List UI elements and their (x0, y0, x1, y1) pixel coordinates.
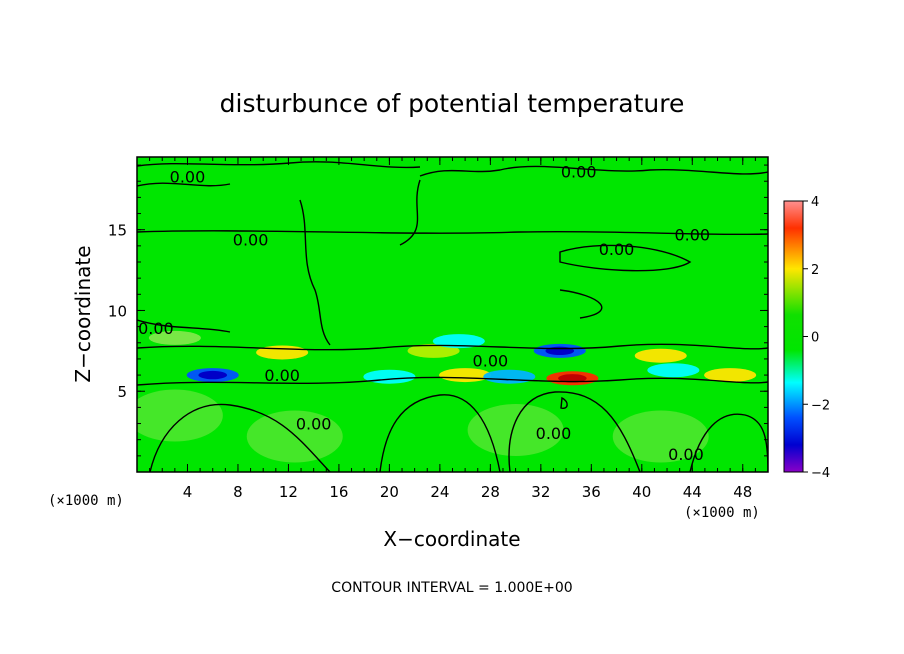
field-feature (407, 343, 460, 358)
field-feature (612, 410, 709, 463)
field-feature (432, 334, 485, 349)
field-feature-core (198, 370, 228, 380)
x-tick-label: 24 (430, 483, 449, 501)
contour-label: 0.00 (138, 319, 174, 338)
field-feature (148, 330, 201, 345)
contour-line (689, 413, 768, 472)
field-feature (246, 410, 343, 463)
x-unit-note: (×1000 m) (684, 505, 760, 521)
x-tick-label: 48 (733, 483, 752, 501)
colorbar-tick-label: 0 (811, 331, 819, 346)
x-tick-label: 16 (329, 483, 348, 501)
colorbar-tick-label: −2 (811, 398, 830, 413)
contour-line (379, 394, 501, 472)
field-feature (363, 369, 416, 384)
contour-line (149, 403, 331, 472)
y-unit-note: (×1000 m) (48, 493, 124, 509)
x-tick-label: 8 (233, 483, 243, 501)
x-tick-label: 20 (380, 483, 399, 501)
contour-line (137, 343, 768, 351)
contour-line (560, 396, 568, 410)
field-feature-core (558, 374, 587, 383)
contour-label: 0.00 (264, 366, 300, 385)
contour-label: 0.00 (668, 445, 704, 464)
contour-line (559, 244, 692, 272)
contour-label: 0.00 (170, 167, 206, 186)
contour-line (299, 199, 331, 346)
x-tick-label: 40 (632, 483, 651, 501)
field-feature (634, 348, 687, 363)
x-tick-label: 4 (183, 483, 193, 501)
field-feature (704, 368, 757, 383)
contour-line (137, 230, 768, 236)
y-tick-label: 15 (108, 222, 127, 240)
contour-label: 0.00 (296, 415, 332, 434)
x-tick-label: 44 (683, 483, 702, 501)
contour-line (137, 161, 421, 169)
contour-line (137, 319, 231, 333)
colorbar-gradient (783, 200, 804, 473)
colorbar-ticks: 4 2 0 −2 −4 (803, 195, 830, 481)
contour-label: 0.00 (233, 230, 269, 249)
field-feature (647, 363, 700, 378)
y-axis-ticks: 5 10 15 (108, 164, 768, 457)
x-axis-label: X−coordinate (383, 527, 520, 551)
plot-area: 0.00 0.00 0.00 0.00 0.00 0.00 0.00 0.00 0.00 0.00… (136, 156, 769, 473)
contour-line (559, 289, 603, 319)
contour-label: 0.00 (599, 240, 635, 259)
field-feature (467, 404, 564, 456)
contour-line (137, 376, 768, 386)
x-axis-ticks: 4 8 12 16 20 24 28 32 36 40 44 48 (149, 157, 756, 501)
y-tick-label: 10 (108, 302, 127, 320)
x-tick-label: 32 (531, 483, 550, 501)
contour-lines (137, 161, 768, 472)
chart-title: disturbunce of potential temperature (220, 89, 685, 118)
contour-interval-note: CONTOUR INTERVAL = 1.000E+00 (331, 580, 572, 596)
x-tick-label: 36 (582, 483, 601, 501)
contour-label: 0.00 (473, 352, 509, 371)
colorbar-tick-label: 4 (811, 195, 819, 210)
contour-label: 0.00 (536, 424, 572, 443)
contour-line (399, 179, 421, 246)
contour-line (508, 391, 641, 472)
contour-label: 0.00 (561, 163, 597, 182)
x-tick-label: 12 (279, 483, 298, 501)
x-tick-label: 28 (481, 483, 500, 501)
colorbar: 4 2 0 −2 −4 (783, 195, 830, 481)
colorbar-tick-label: −4 (811, 466, 830, 481)
contour-line (419, 165, 768, 177)
contour-labels: 0.00 0.00 0.00 0.00 0.00 0.00 0.00 0.00 0.00 0.00… (138, 163, 710, 465)
colorbar-tick-label: 2 (811, 263, 819, 278)
field-feature (483, 369, 536, 384)
contour-line (137, 182, 231, 187)
y-tick-label: 5 (117, 383, 127, 401)
contour-label: 0.00 (674, 226, 710, 245)
y-axis-label: Z−coordinate (71, 245, 95, 382)
field-feature (137, 389, 223, 442)
